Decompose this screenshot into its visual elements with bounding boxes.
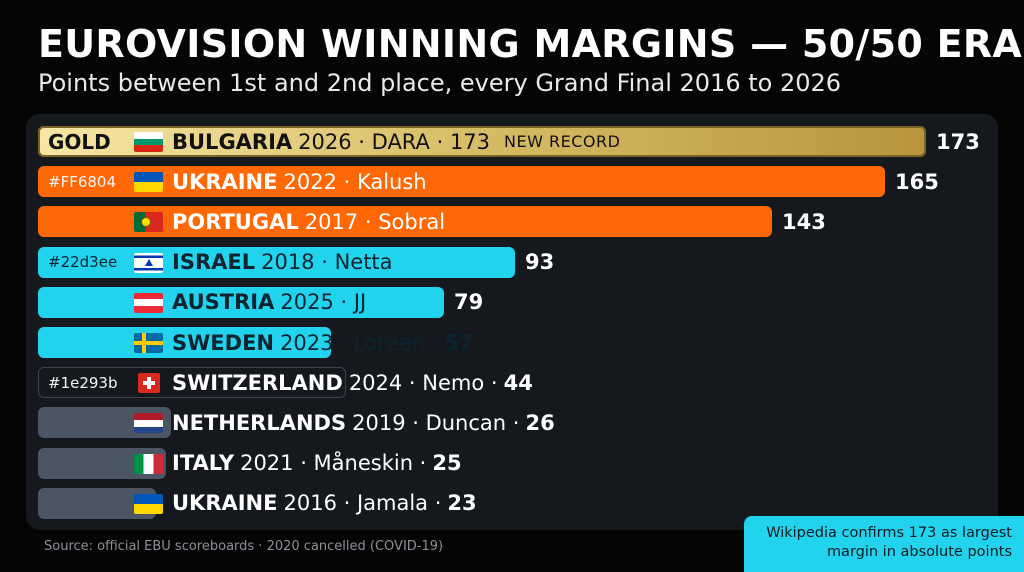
bar-6 (38, 327, 331, 358)
bar-label-9: ITALY 2021 · Måneskin · 25 (172, 448, 462, 479)
chart-title: EUROVISION WINNING MARGINS — 50/50 ERA (38, 22, 1023, 66)
country-name: ISRAEL (172, 250, 256, 275)
bulgaria-flag-icon (134, 132, 163, 152)
color-tag-label: #1e293b (48, 373, 118, 392)
netherlands-flag-icon (134, 413, 163, 434)
austria-flag-icon (134, 292, 163, 313)
bar-label-5: AUSTRIA 2025 · JJ (172, 287, 366, 318)
entry-details: 2025 · JJ (280, 290, 367, 315)
country-name: SWITZERLAND (172, 370, 343, 395)
entry-details: 2026 · DARA · 173 (298, 129, 491, 154)
value-label-8: 26 (525, 410, 555, 435)
value-label-10: 23 (447, 491, 477, 516)
ukraine-flag-icon (134, 493, 163, 514)
country-name: BULGARIA (172, 129, 293, 154)
value-label-9: 25 (432, 451, 462, 476)
color-tag-label: #22d3ee (48, 253, 118, 272)
bar-2 (38, 166, 885, 198)
entry-details: 2021 · Måneskin · (240, 451, 427, 476)
portugal-flag-icon (134, 212, 163, 233)
bar-label-7: SWITZERLAND 2024 · Nemo · 44 (172, 367, 533, 398)
country-name: SWEDEN (172, 330, 274, 355)
bar-label-3: PORTUGAL 2017 · Sobral (172, 206, 445, 237)
value-label-2: 165 (895, 169, 939, 194)
value-label-7: 44 (503, 370, 533, 395)
value-label-6: 57 (444, 330, 474, 355)
entry-details: 2019 · Duncan · (352, 410, 520, 435)
note-line-2: margin in absolute points (826, 544, 1012, 560)
note-line-1: Wikipedia confirms 173 as largest (766, 525, 1012, 541)
color-tag-label: GOLD (48, 129, 111, 154)
value-label-4: 93 (525, 250, 555, 275)
switzerland-flag-icon (138, 373, 160, 394)
entry-details: 2024 · Nemo · (348, 370, 498, 395)
entry-details: 2018 · Netta (261, 250, 393, 275)
bar-5 (38, 286, 444, 318)
israel-flag-icon (134, 252, 163, 273)
entry-details: 2016 · Jamala · (283, 491, 442, 516)
value-label-1: 173 (936, 129, 980, 154)
country-name: PORTUGAL (172, 209, 299, 234)
source-note: Source: official EBU scoreboards · 2020 … (44, 539, 444, 554)
country-name: UKRAINE (172, 169, 278, 194)
wikipedia-note-badge: Wikipedia confirms 173 as largest margin… (744, 516, 1024, 572)
bar-label-2: UKRAINE 2022 · Kalush (172, 166, 427, 197)
bar-1 (38, 126, 926, 157)
country-name: ITALY (172, 451, 235, 476)
bar-label-8: NETHERLANDS 2019 · Duncan · 26 (172, 407, 555, 438)
value-label-5: 79 (454, 290, 484, 315)
sweden-flag-icon (134, 333, 163, 353)
country-name: AUSTRIA (172, 290, 275, 315)
bar-label-10: UKRAINE 2016 · Jamala · 23 (172, 488, 477, 519)
chart-subtitle: Points between 1st and 2nd place, every … (38, 69, 842, 97)
value-label-3: 143 (782, 209, 826, 234)
entry-details: 2022 · Kalush (283, 169, 427, 194)
entry-details: 2017 · Sobral (304, 209, 446, 234)
bar-4 (38, 246, 515, 278)
bar-label-1: BULGARIA 2026 · DARA · 173 NEW RECORD (172, 126, 620, 157)
entry-details: 2023 · Loreen · (280, 330, 439, 355)
country-name: NETHERLANDS (172, 410, 347, 435)
bar-label-4: ISRAEL 2018 · Netta (172, 247, 393, 278)
bar-7 (38, 367, 346, 399)
italy-flag-icon (134, 453, 163, 474)
new-record-badge: NEW RECORD (504, 132, 621, 151)
color-tag-label: #FF6804 (48, 172, 116, 191)
ukraine-flag-icon (134, 172, 163, 193)
country-name: UKRAINE (172, 491, 278, 516)
bar-label-6: SWEDEN 2023 · Loreen · 57 (172, 327, 474, 358)
